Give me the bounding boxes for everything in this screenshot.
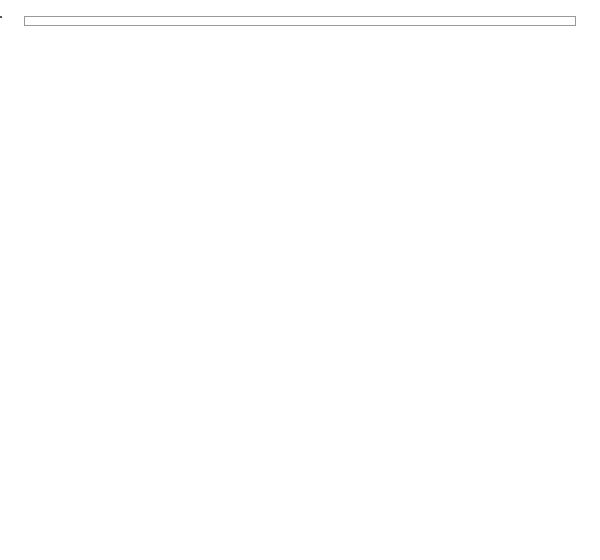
chart-subtitle [0, 6, 600, 16]
price-chart [0, 16, 2, 18]
chart-legend [24, 16, 576, 26]
